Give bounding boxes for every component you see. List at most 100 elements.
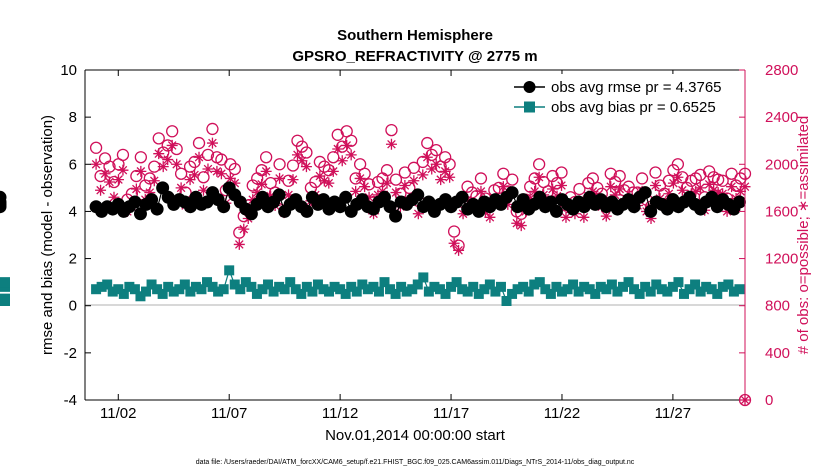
obs-assimilated-marker [202, 163, 214, 175]
y2-tick-label: 800 [765, 298, 790, 315]
obs-possible-marker [170, 142, 183, 156]
bias-marker [501, 296, 512, 306]
obs-assimilated-marker [363, 191, 375, 203]
bias-marker [0, 296, 10, 306]
bias-marker [224, 265, 235, 276]
bias-marker [723, 279, 734, 290]
rmse-marker [644, 204, 658, 218]
bias-marker [645, 286, 656, 297]
obs-assimilated-marker [600, 210, 612, 222]
obs-assimilated-marker [614, 183, 626, 195]
x-axis-label: Nov.01,2014 00:00:00 start [325, 427, 506, 444]
chart-subtitle: GPSRO_REFRACTIVITY @ 2775 m [292, 48, 537, 65]
obs-assimilated-marker [381, 177, 393, 189]
obs-assimilated-marker [448, 237, 460, 249]
bias-marker [240, 277, 251, 288]
obs-possible-marker [385, 123, 398, 137]
bias-marker [0, 277, 10, 288]
bias-marker [423, 286, 434, 297]
bias-marker [473, 288, 484, 299]
obs-assimilated-marker [157, 161, 169, 173]
y-tick-label: 6 [69, 156, 77, 173]
bias-marker [312, 279, 323, 290]
obs-possible-marker [380, 164, 394, 177]
obs-assimilated-marker [318, 175, 330, 187]
obs-possible-marker [430, 143, 443, 157]
obs-possible-marker [201, 148, 215, 162]
y2-tick-label: 2800 [765, 62, 798, 79]
bias-marker [534, 277, 545, 288]
obs-assimilated-marker [135, 165, 147, 177]
bias-marker [163, 281, 174, 292]
obs-possible-marker [425, 148, 438, 162]
rmse-marker [516, 193, 530, 207]
bias-marker [523, 286, 534, 297]
bias-marker [706, 284, 717, 295]
bias-marker [512, 284, 523, 295]
obs-possible-marker [224, 158, 237, 171]
obs-assimilated-marker [108, 191, 120, 203]
bias-marker [268, 286, 279, 297]
bias-marker [457, 284, 468, 295]
bias-marker [168, 286, 179, 297]
bias-marker [251, 288, 262, 299]
y2-axis-label: # of obs: o=possible; ∗=assimilated [795, 116, 812, 355]
obs-assimilated-marker [265, 190, 277, 202]
bias-marker [118, 288, 129, 299]
rmse-marker [316, 193, 330, 207]
bias-marker [179, 279, 190, 290]
obs-assimilated-marker [721, 205, 733, 217]
bias-marker [601, 284, 612, 295]
obs-assimilated-marker [511, 217, 523, 229]
obs-assimilated-marker [166, 139, 178, 151]
bias-marker [368, 281, 379, 292]
bias-marker [446, 281, 457, 292]
bias-marker [146, 279, 157, 290]
bias-marker [329, 281, 340, 292]
obs-assimilated-marker [323, 177, 335, 189]
obs-assimilated-marker [256, 178, 268, 190]
obs-assimilated-marker [350, 185, 362, 197]
obs-assimilated-marker [529, 185, 541, 197]
bias-marker [440, 288, 451, 299]
bias-marker [124, 281, 135, 292]
bias-marker [418, 272, 429, 283]
bias-marker [556, 286, 567, 297]
bias-marker [152, 284, 163, 295]
obs-possible-marker [130, 169, 143, 183]
obs-assimilated-marker [399, 180, 411, 191]
x-tick-label: 11/22 [544, 405, 580, 422]
obs-assimilated-marker [354, 172, 366, 184]
obs-assimilated-marker [211, 165, 223, 177]
rmse-marker [732, 195, 746, 209]
obs-assimilated-marker [497, 181, 509, 193]
obs-assimilated-marker [184, 174, 196, 186]
bias-marker [207, 281, 218, 292]
bias-marker [734, 284, 745, 295]
obs-possible-marker [228, 162, 241, 176]
obs-assimilated-marker [457, 208, 469, 220]
obs-possible-marker [613, 169, 626, 183]
rmse-marker [133, 207, 147, 221]
obs-possible-marker [116, 148, 130, 162]
bias-marker [246, 281, 257, 292]
chart-title: Southern Hemisphere [337, 27, 493, 44]
obs-assimilated-marker [314, 170, 326, 182]
bias-marker [385, 284, 396, 295]
obs-assimilated-marker [726, 181, 738, 193]
obs-assimilated-marker [484, 211, 496, 223]
obs-assimilated-marker [148, 175, 160, 187]
obs-assimilated-marker [690, 185, 702, 197]
obs-assimilated-marker [547, 183, 559, 195]
obs-assimilated-marker [189, 169, 201, 181]
rmse-marker [156, 181, 170, 195]
bias-marker [390, 288, 401, 299]
rmse-marker [505, 186, 519, 200]
obs-possible-marker [197, 171, 210, 184]
bias-marker [229, 279, 240, 290]
bias-marker [373, 286, 384, 297]
bias-marker [335, 284, 346, 295]
rmse-marker [128, 195, 142, 209]
obs-possible-marker [89, 141, 103, 154]
